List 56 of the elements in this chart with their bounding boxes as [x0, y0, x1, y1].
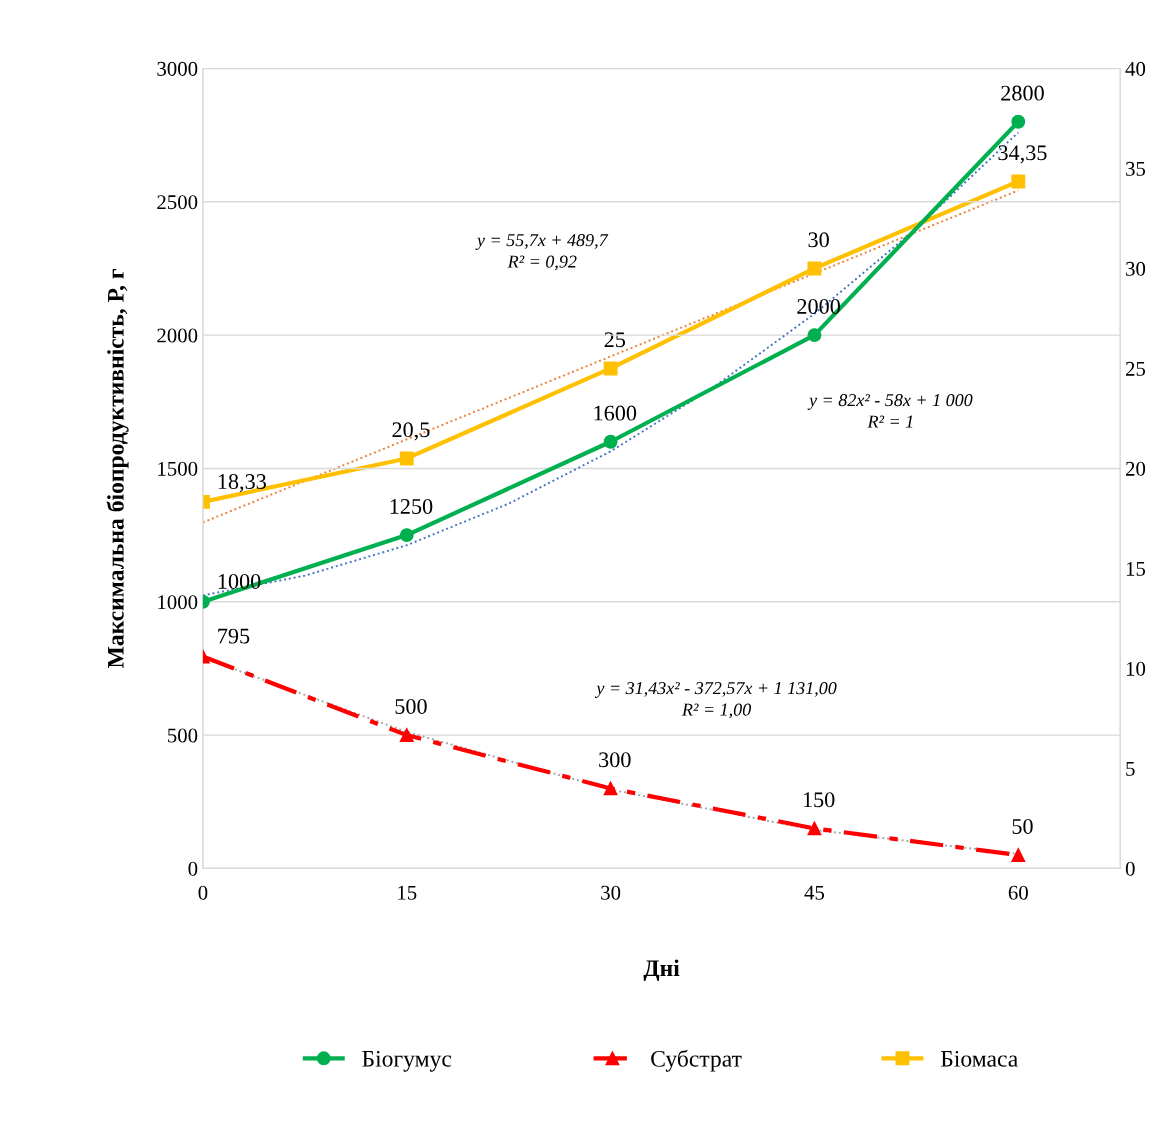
y2-tick-label: 15	[1126, 561, 1146, 576]
y-tick-label: 1500	[158, 461, 198, 476]
point	[603, 361, 618, 376]
point	[807, 821, 822, 836]
data-label: 2800	[1001, 85, 1044, 101]
point	[399, 528, 414, 543]
data-label: 500	[395, 698, 427, 714]
data-label: 795	[218, 628, 250, 644]
y-tick-label: 1000	[158, 595, 198, 610]
point	[603, 781, 618, 796]
x-tick-label: 0	[198, 885, 208, 900]
y2-tick-label: 40	[1125, 61, 1146, 76]
point	[807, 261, 822, 276]
data-label: 2000	[797, 298, 840, 314]
annotation: y = 55,7x + 489,7 R² = 0,92	[475, 234, 609, 271]
data-label: 150	[803, 792, 835, 808]
x-tick-label: 60	[1008, 885, 1028, 900]
data-label: 30	[808, 232, 829, 248]
data-label: 1600	[594, 405, 637, 421]
x-tick-label: 45	[804, 885, 825, 900]
y-tick-label: 3000	[157, 61, 198, 76]
y-tick-label: 500	[168, 728, 198, 743]
data-label: 25	[604, 332, 626, 348]
point	[1011, 114, 1026, 129]
legend-label: Біомаса	[940, 1050, 1018, 1067]
y-tick-label: 2500	[157, 195, 198, 210]
annotation: y = 82x² - 58x + 1 000 R² = 1	[807, 394, 973, 428]
x-tick-label: 15	[398, 885, 417, 900]
y2-tick-label: 0	[1125, 861, 1135, 876]
point	[1011, 848, 1026, 863]
y-tick-label: 0	[188, 861, 198, 876]
y-tick-label: 2000	[157, 328, 198, 343]
point	[399, 728, 414, 743]
y2-tick-label: 25	[1125, 361, 1146, 376]
legend-label: Біогумус	[362, 1050, 452, 1072]
point	[807, 328, 822, 343]
data-label: 34,35	[998, 145, 1047, 164]
data-label: 300	[599, 752, 631, 768]
data-label: 1000	[218, 573, 261, 589]
data-label: 18,33	[218, 473, 266, 493]
data-label: 1250	[390, 498, 433, 514]
point	[1011, 174, 1026, 189]
y2-tick-label: 10	[1126, 661, 1146, 676]
y2-tick-label: 5	[1126, 762, 1135, 776]
annotation: y = 31,43x² - 372,57x + 1 131,00 R² = 1,00	[594, 682, 837, 719]
y2-tick-label: 30	[1126, 261, 1146, 276]
point	[603, 434, 618, 449]
data-label: 50	[1012, 818, 1033, 834]
legend-label: Субстрат	[651, 1049, 742, 1072]
y2-tick-label: 35	[1126, 161, 1146, 176]
y-axis-title: Максимальна біопродуктивність, Р, г	[106, 269, 129, 669]
x-axis-title: Дні	[643, 959, 680, 981]
data-label: 20,5	[392, 422, 430, 441]
y2-tick-label: 20	[1125, 461, 1146, 476]
x-tick-label: 30	[601, 885, 621, 900]
point	[399, 451, 414, 466]
